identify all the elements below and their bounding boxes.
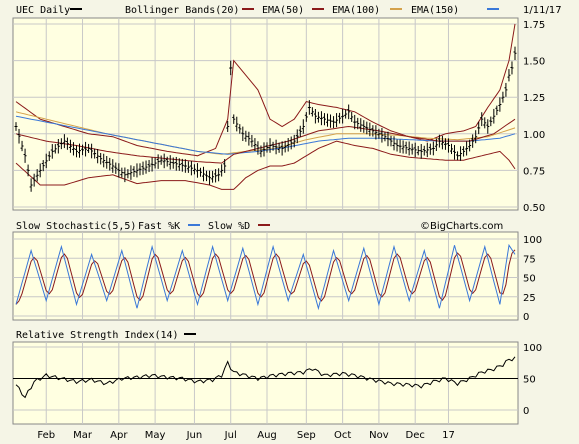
- legend-uec-swatch: [70, 8, 82, 10]
- rsi-y-tick: 100: [523, 343, 542, 354]
- x-tick-label: 17: [442, 430, 455, 441]
- x-tick-label: Sep: [297, 430, 316, 441]
- legend-ema100-swatch: [390, 8, 402, 10]
- rsi-title: Relative Strength Index(14): [16, 330, 179, 341]
- fast-k-line: [15, 243, 516, 311]
- stochastic-y-tick: 0: [523, 312, 529, 323]
- x-tick-label: Dec: [406, 430, 425, 441]
- legend-bollinger: Bollinger Bands(20): [125, 5, 239, 16]
- legend-ema100: EMA(100): [332, 5, 380, 16]
- stochastic-y-tick: 50: [523, 274, 536, 285]
- rsi-line: [15, 356, 516, 399]
- legend-uec-daily: UEC Daily: [16, 5, 70, 16]
- legend-fast-k: Fast %K: [138, 221, 180, 232]
- bollinger-upper-line: [15, 23, 516, 157]
- x-tick-label: Jul: [224, 430, 237, 441]
- watermark: ©BigCharts.com: [420, 221, 503, 232]
- legend-slow-d: Slow %D: [208, 221, 250, 232]
- x-tick-label: Oct: [334, 430, 351, 441]
- stochastic-y-tick: 75: [523, 254, 536, 265]
- rsi-y-tick: 50: [523, 375, 536, 386]
- price-y-tick: 0.50: [523, 203, 545, 214]
- legend-bollinger-swatch: [242, 8, 254, 10]
- slow-d-line: [15, 249, 516, 305]
- legend-fast-k-swatch: [188, 224, 200, 226]
- price-y-tick: 0.75: [523, 166, 545, 177]
- stochastic-title: Slow Stochastic(5,5): [16, 221, 136, 232]
- bollinger-lower-line: [15, 140, 516, 190]
- x-tick-label: Nov: [369, 430, 389, 441]
- date-label: 1/11/17: [523, 5, 562, 16]
- rsi-legend-swatch: [184, 333, 196, 335]
- x-tick-label: May: [145, 430, 166, 441]
- legend-ema150: EMA(150): [411, 5, 459, 16]
- ema50-line: [15, 118, 516, 164]
- price-y-tick: 1.00: [523, 130, 545, 141]
- price-y-tick: 1.50: [523, 57, 545, 68]
- stochastic-lines: [15, 243, 516, 311]
- x-tick-label: Feb: [37, 430, 55, 441]
- legend-slow-d-swatch: [258, 224, 270, 226]
- price-panel: [12, 17, 519, 211]
- x-tick-label: Aug: [257, 430, 277, 441]
- stochastic-y-tick: 100: [523, 235, 542, 246]
- legend-ema50: EMA(50): [262, 5, 304, 16]
- price-bars: [14, 46, 517, 192]
- rsi-y-tick: 0: [523, 406, 529, 417]
- price-y-tick: 1.75: [523, 20, 545, 31]
- ema150-line: [15, 115, 516, 155]
- price-lines: [15, 23, 516, 190]
- x-tick-label: Jun: [186, 430, 203, 441]
- x-tick-label: Apr: [110, 430, 128, 441]
- price-y-tick: 1.25: [523, 93, 545, 104]
- axis-ticks: 0.50 0.75 1.00 1.25 1.50 1.75 Feb Mar Apr May Jun J…: [37, 20, 545, 441]
- grid-lines: [13, 18, 518, 424]
- rsi-lines: [13, 356, 518, 399]
- stochastic-y-tick: 25: [523, 293, 536, 304]
- rsi-panel: [12, 341, 519, 425]
- legend-ema150-swatch: [487, 8, 499, 10]
- legend-ema50-swatch: [312, 8, 324, 10]
- x-tick-label: Mar: [73, 430, 93, 441]
